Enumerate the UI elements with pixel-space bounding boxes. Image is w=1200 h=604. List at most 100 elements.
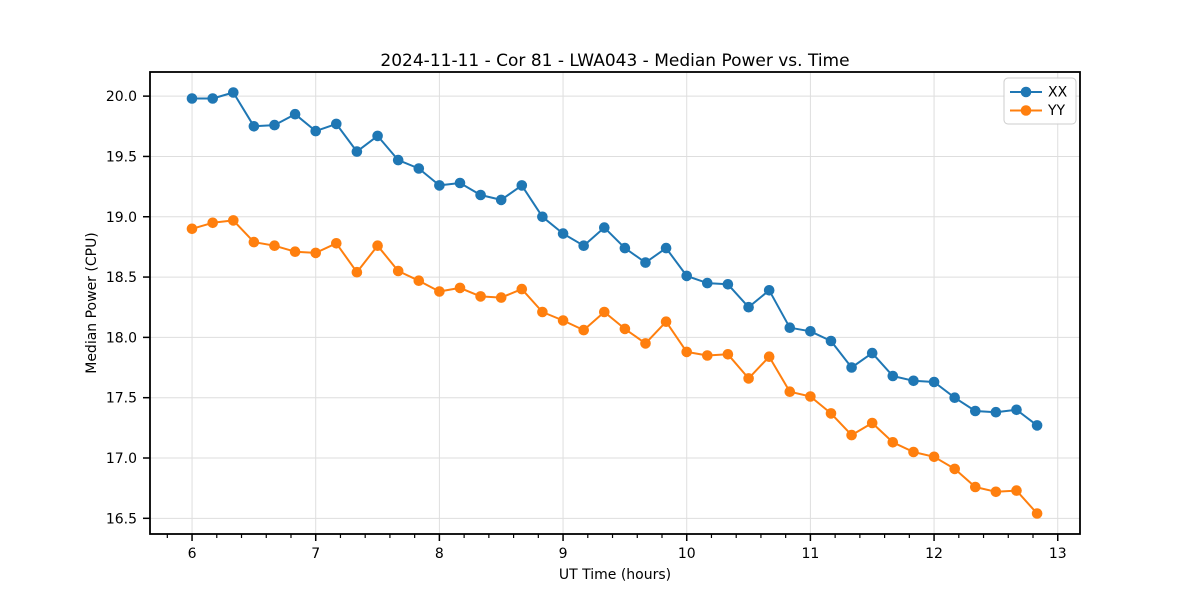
series-yy-marker	[825, 408, 837, 419]
grid-layer	[150, 72, 1080, 534]
y-axis-label: Median Power (CPU)	[84, 232, 100, 374]
series-xx-marker	[434, 180, 445, 191]
series-xx-marker	[805, 326, 816, 337]
y-tick-label: 20.0	[106, 89, 137, 105]
series-yy-marker	[392, 265, 404, 277]
series-xx-marker	[228, 87, 239, 98]
x-tick-label: 10	[678, 546, 696, 562]
series-xx-marker	[537, 211, 548, 223]
series-yy-marker	[681, 346, 692, 358]
series-xx-marker	[846, 362, 857, 373]
x-tick-label: 6	[188, 546, 197, 562]
series-xx-marker	[660, 242, 672, 254]
series-xx-marker	[908, 375, 919, 387]
series-xx-marker	[351, 146, 363, 157]
series-xx-marker	[949, 392, 960, 404]
series-xx-marker	[248, 121, 260, 132]
series-xx-line	[192, 91, 1038, 427]
series-yy-marker	[763, 351, 775, 363]
legend-marker-xx	[1020, 86, 1032, 98]
series-xx-marker	[475, 189, 486, 201]
x-tick-label: 12	[925, 546, 943, 562]
series-yy-marker	[495, 292, 507, 303]
x-tick-label: 13	[1049, 546, 1067, 562]
series-yy-marker	[310, 247, 322, 259]
series-yy-marker	[970, 481, 981, 493]
series-xx-marker	[1011, 404, 1022, 416]
series-yy-marker	[434, 286, 445, 297]
series-yy-marker	[990, 486, 1002, 498]
series-yy-line	[191, 219, 1038, 515]
y-tick-label: 18.0	[106, 330, 137, 346]
y-tick-label: 17.5	[106, 391, 137, 407]
series-xx-marker	[310, 125, 322, 137]
series-yy-marker	[743, 373, 754, 384]
series-yy-marker	[537, 306, 548, 318]
series-yy-marker	[908, 446, 919, 458]
y-tick-label: 19.5	[106, 149, 137, 165]
series-yy-marker	[722, 349, 734, 360]
series-xx-marker	[495, 194, 507, 206]
series-yy-marker	[516, 283, 528, 295]
series-xx-marker	[578, 240, 589, 251]
chart-title: 2024-11-11 - Cor 81 - LWA043 - Median Po…	[380, 51, 849, 71]
series-xx-marker	[269, 119, 280, 131]
series-xx-marker	[454, 177, 466, 189]
series-yy-marker	[1031, 508, 1043, 519]
series-yy-marker	[557, 315, 569, 326]
series-yy-marker	[866, 417, 878, 429]
series-yy-marker	[475, 291, 486, 302]
series-xx-marker	[970, 405, 981, 417]
series-xx-marker	[413, 163, 425, 174]
y-tick-label: 19.0	[106, 210, 137, 226]
series-xx-marker	[866, 347, 878, 359]
legend: XX YY	[1003, 77, 1077, 125]
series-xx-marker	[928, 376, 940, 388]
series-yy-marker	[640, 338, 651, 349]
series-yy-marker	[289, 246, 301, 257]
series-yy-marker	[599, 306, 610, 318]
series-xx-marker	[825, 335, 837, 347]
series-yy-marker	[207, 217, 218, 229]
series-yy-marker	[619, 323, 631, 335]
series-yy-marker	[454, 282, 466, 294]
series-xx-marker	[681, 270, 692, 282]
series-yy-marker	[805, 391, 816, 402]
series-yy-marker	[1011, 485, 1022, 496]
series-xx-marker	[516, 180, 528, 191]
series-xx-marker	[207, 93, 218, 104]
series-xx-marker	[990, 406, 1002, 418]
series-xx-marker	[743, 301, 754, 313]
series-yy-marker	[269, 240, 280, 251]
series-xx-marker	[557, 228, 569, 239]
series-yy-marker	[413, 275, 425, 287]
series-yy-marker	[949, 463, 960, 475]
series-yy-marker	[372, 240, 383, 251]
series-xx-marker	[372, 130, 383, 142]
plot-border	[149, 71, 1081, 535]
series-yy-marker	[784, 386, 796, 398]
series-yy-marker	[660, 316, 672, 328]
y-tick-label: 17.0	[106, 451, 137, 467]
series-yy-marker	[186, 223, 198, 235]
x-tick-label: 11	[801, 546, 819, 562]
y-tick-label: 16.5	[106, 511, 137, 527]
series-yy-marker	[846, 429, 857, 441]
series-xx-marker	[619, 242, 631, 254]
series-xx-marker	[702, 277, 713, 289]
series-xx-marker	[392, 154, 404, 166]
axis-ticks-layer: 6 7 8 9 10 11 12 13 16.5 17.0 17.5 18.0 18.5 19.0 19.5…	[106, 89, 1067, 562]
x-tick-label: 8	[435, 546, 444, 562]
series-xx-marker	[722, 279, 734, 290]
legend-marker-yy	[1020, 105, 1032, 116]
series-xx-marker	[640, 257, 651, 268]
series-yy-marker	[702, 350, 713, 361]
legend-label-yy: YY	[1047, 103, 1066, 119]
series-xx-marker	[289, 108, 301, 120]
series-xx-marker	[1031, 420, 1043, 431]
x-tick-label: 7	[311, 546, 320, 562]
series-xx-marker	[887, 370, 899, 382]
series-yy-marker	[351, 266, 363, 278]
